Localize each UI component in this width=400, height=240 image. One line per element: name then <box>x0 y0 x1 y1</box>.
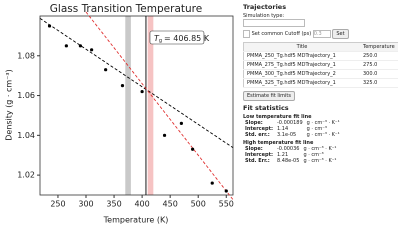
y-tick-label: 1.02 <box>17 171 35 180</box>
table-row: PMMA_275_Tg.hdf5 MDTrajectory_1 275.0 <box>243 60 398 70</box>
stat-cell: 1.21 <box>277 152 289 158</box>
data-point <box>224 189 228 193</box>
data-point <box>191 147 195 151</box>
data-point <box>104 68 108 72</box>
stat-row: Std. err.: 3.1e-05 g · cm⁻³ · K⁻¹ <box>243 132 342 138</box>
table-row: PMMA_300_Tg.hdf5 MDTrajectory_2 300.0 <box>243 69 398 79</box>
table-cell: 250.0 <box>360 51 398 61</box>
x-tick-label: 400 <box>134 200 149 209</box>
annotation-symbol: T <box>154 34 160 43</box>
annotation-text: = 406.85 K <box>164 34 210 43</box>
column-header: Title <box>243 42 360 52</box>
button[interactable]: Set <box>332 29 349 39</box>
data-point <box>120 84 125 88</box>
x-axis-label: Temperature (K) <box>103 216 169 225</box>
annotation-subscript: g <box>159 38 162 44</box>
input[interactable]: 0.3 <box>312 29 331 38</box>
table-cell: 300.0 <box>360 69 398 79</box>
annotation-box <box>149 30 205 45</box>
stat-cell: Std. err.: <box>245 132 270 138</box>
table-cell: PMMA_275_Tg.hdf5 MDTrajectory_1 <box>243 60 360 70</box>
data-point <box>210 181 214 185</box>
label: Simulation type: <box>243 13 285 19</box>
data-point <box>78 44 82 48</box>
chart-title: Glass Transition Temperature <box>50 3 202 15</box>
dropdown[interactable] <box>243 19 305 27</box>
stat-cell: 1.14 <box>277 126 289 132</box>
x-tick-label: 450 <box>163 200 178 209</box>
fit-band <box>147 16 154 195</box>
annotation: Tg = 406.85 K <box>154 34 210 44</box>
stat-row: Intercept: 1.14 g · cm⁻³ <box>243 126 342 132</box>
stat-cell: g · cm⁻³ · K⁻¹ <box>306 120 340 126</box>
label: Set common Cutoff (ps) <box>251 31 312 37</box>
table-row: PMMA_325_Tg.hdf5 MDTrajectory_1 325.0 <box>243 78 398 88</box>
checkbox[interactable] <box>243 29 250 38</box>
fit-stats: Low temperature fit line Slope: -0.000189 g… <box>243 114 398 164</box>
table-cell: 325.0 <box>360 78 398 88</box>
table-cell: PMMA_250_Tg.hdf5 MDTrajectory_1 <box>243 51 360 61</box>
app: Glass Transition Temperature Temperature… <box>4 0 398 230</box>
data-point <box>47 24 52 28</box>
data-point <box>140 89 144 94</box>
table-cell: 275.0 <box>360 60 398 70</box>
section-title: Fit statistics <box>243 104 289 112</box>
button[interactable]: Estimate fit limits <box>243 91 295 101</box>
chart: Glass Transition Temperature Temperature… <box>5 3 234 225</box>
stat-cell: Slope: <box>245 146 263 152</box>
subsection-title: High temperature fit line <box>243 140 314 146</box>
stat-cell: Std. Err.: <box>245 158 270 164</box>
y-tick-label: 1.08 <box>17 51 35 60</box>
stat-cell: g · cm⁻³ <box>303 152 324 158</box>
fit-band <box>125 16 131 195</box>
stat-row: Std. Err.: 8.48e-05 g · cm⁻³ · K⁻¹ <box>243 158 338 164</box>
data-point <box>64 44 68 48</box>
stat-row: Slope: -0.00036 g · cm⁻³ · K⁻¹ <box>243 146 338 152</box>
x-tick-label: 350 <box>106 200 121 209</box>
subsection-title: Low temperature fit line <box>243 114 312 120</box>
stat-cell: Slope: <box>245 120 263 126</box>
column-header: Temperature <box>360 42 398 52</box>
stat-table: Slope: -0.000189 g · cm⁻³ · K⁻¹ Intercept: 1… <box>243 120 342 138</box>
stat-cell: Intercept: <box>245 126 273 132</box>
stat-cell: 8.48e-05 <box>277 158 300 164</box>
trajectory-table: Title Temperature PMMA_250_Tg.hdf5 MDTraje… <box>243 42 398 88</box>
data-point <box>179 121 183 125</box>
stat-cell: -0.000189 <box>277 120 303 126</box>
stat-cell: 3.1e-05 <box>277 132 297 138</box>
stat-cell: g · cm⁻³ · K⁻¹ <box>306 132 340 138</box>
stat-cell: g · cm⁻³ · K⁻¹ <box>303 158 337 164</box>
data-point <box>162 133 167 137</box>
y-tick-label: 1.04 <box>17 131 35 140</box>
stat-cell: g · cm⁻³ · K⁻¹ <box>303 146 337 152</box>
section-title: Trajectories <box>243 3 287 11</box>
side-panel: Trajectories Simulation type: Set common… <box>243 0 398 230</box>
fit-line <box>39 18 234 149</box>
stat-cell: g · cm⁻³ <box>306 126 327 132</box>
x-tick-label: 250 <box>50 200 65 209</box>
table-row: PMMA_250_Tg.hdf5 MDTrajectory_1 250.0 <box>243 51 398 61</box>
x-tick-label: 500 <box>191 200 206 209</box>
stat-cell: -0.00036 <box>277 146 300 152</box>
table-cell: PMMA_300_Tg.hdf5 MDTrajectory_2 <box>243 69 360 79</box>
x-tick-label: 300 <box>78 200 93 209</box>
stat-cell: Intercept: <box>245 152 273 158</box>
stat-row: Slope: -0.000189 g · cm⁻³ · K⁻¹ <box>243 120 342 126</box>
plot-frame <box>39 15 234 196</box>
x-tick-label: 550 <box>219 200 234 209</box>
y-axis-label: Density (g · cm⁻³) <box>5 69 14 141</box>
table-cell: PMMA_325_Tg.hdf5 MDTrajectory_1 <box>243 78 360 88</box>
stat-row: Intercept: 1.21 g · cm⁻³ <box>243 152 338 158</box>
stat-table: Slope: -0.00036 g · cm⁻³ · K⁻¹ Intercept: 1.… <box>243 146 338 164</box>
data-point <box>90 48 94 52</box>
y-tick-label: 1.06 <box>17 91 35 100</box>
